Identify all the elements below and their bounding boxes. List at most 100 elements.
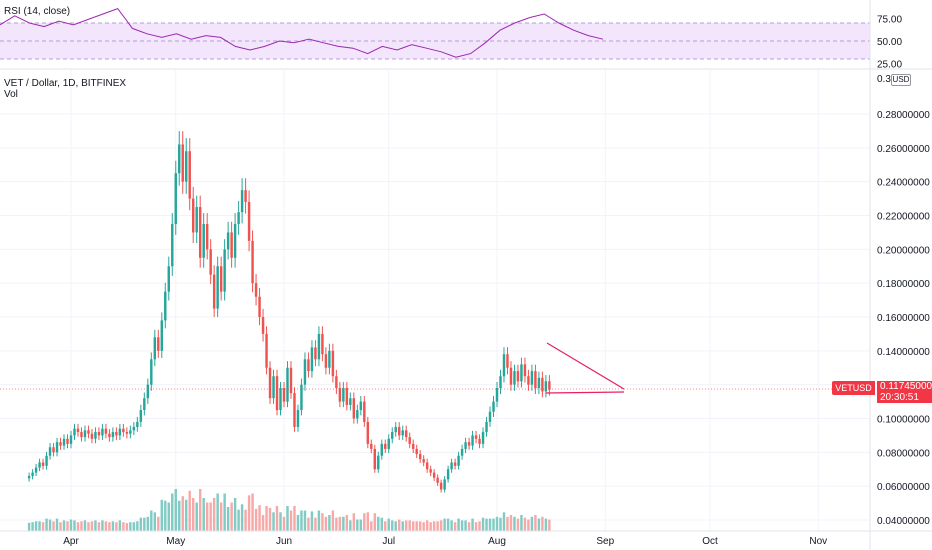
volume-bar xyxy=(198,489,202,531)
candle-body xyxy=(272,376,275,399)
volume-bar xyxy=(289,510,293,531)
volume-bar xyxy=(418,521,422,531)
volume-bar xyxy=(509,515,513,531)
volume-bar xyxy=(254,508,258,531)
candle-body xyxy=(31,472,34,477)
candle-body xyxy=(101,428,104,436)
candle-body xyxy=(331,350,335,377)
volume-bar xyxy=(188,490,191,531)
candle-body xyxy=(59,442,62,446)
volume-bar xyxy=(345,515,349,531)
candle-body xyxy=(188,151,191,199)
candle-body xyxy=(178,144,181,174)
candle-body xyxy=(38,462,41,468)
volume-bar xyxy=(314,517,317,531)
candle-body xyxy=(342,388,345,402)
volume-bar xyxy=(293,506,296,531)
candle-body xyxy=(181,144,184,182)
candle-body xyxy=(160,320,164,351)
candle-body xyxy=(492,401,495,412)
candle-body xyxy=(150,359,153,385)
candle-body xyxy=(240,190,244,213)
candle-body xyxy=(513,371,516,385)
price-tick-label: 0.16000000 xyxy=(877,313,930,324)
rsi-legend[interactable]: RSI (14, close) xyxy=(4,6,71,17)
candle-body xyxy=(115,432,118,436)
volume-bar xyxy=(506,516,509,531)
candle-body xyxy=(153,337,157,360)
candle-body xyxy=(125,432,129,434)
volume-bar xyxy=(202,498,205,531)
volume-bar xyxy=(129,522,132,531)
candle-body xyxy=(104,428,108,434)
candle-body xyxy=(481,432,485,444)
volume-bar xyxy=(398,519,401,531)
volume-bar xyxy=(401,521,404,531)
volume-bar xyxy=(404,520,408,531)
volume-legend[interactable]: Vol xyxy=(4,89,18,100)
volume-bar xyxy=(471,518,474,531)
volume-bar xyxy=(373,513,377,531)
volume-bar xyxy=(41,522,45,531)
volume-bar xyxy=(38,521,41,531)
volume-bar xyxy=(45,518,48,531)
main-legend-title[interactable]: VET / Dollar, 1D, BITFINEX xyxy=(4,78,127,89)
candle-body xyxy=(370,443,373,449)
candle-body xyxy=(185,151,188,182)
candle-body xyxy=(212,274,216,309)
volume-bar xyxy=(453,522,457,531)
candle-body xyxy=(244,190,247,202)
volume-bar xyxy=(527,519,530,531)
candle-body xyxy=(198,207,202,258)
volume-bar xyxy=(139,517,143,531)
volume-bar xyxy=(377,516,380,531)
candle-body xyxy=(335,376,338,389)
candlesticks xyxy=(27,131,551,493)
candle-body xyxy=(233,223,237,258)
candle-body xyxy=(352,398,356,419)
volume-bar xyxy=(321,513,324,531)
candle-body xyxy=(422,459,425,463)
candle-body xyxy=(45,455,48,466)
candle-body xyxy=(356,410,359,419)
volume-bar xyxy=(429,522,432,531)
volume-bar xyxy=(125,523,129,531)
volume-bar xyxy=(384,521,387,531)
candle-body xyxy=(94,432,97,439)
volume-bar xyxy=(52,521,55,531)
candle-body xyxy=(237,212,240,224)
candle-body xyxy=(401,430,404,436)
candle-body xyxy=(530,371,534,385)
volume-bar xyxy=(303,510,307,531)
volume-bar xyxy=(415,521,418,531)
candle-body xyxy=(488,411,492,422)
price-tick-label: 0.18000000 xyxy=(877,279,930,290)
time-tick-label: May xyxy=(166,536,185,547)
volume-bar xyxy=(233,498,237,531)
volume-bar xyxy=(279,512,282,531)
currency-button[interactable]: USD xyxy=(891,74,911,86)
price-tick-label: 0.10000000 xyxy=(877,415,930,426)
volume-bar xyxy=(317,510,321,531)
volume-bar xyxy=(191,498,195,531)
candle-body xyxy=(219,266,223,292)
volume-bar xyxy=(342,516,345,531)
candle-body xyxy=(69,435,73,444)
candle-body xyxy=(258,296,261,317)
volume-bar xyxy=(261,515,265,531)
volume-bar xyxy=(181,496,184,531)
volume-bar xyxy=(209,502,212,531)
price-tick-label: 0.28000000 xyxy=(877,110,930,121)
candle-body xyxy=(202,223,205,258)
candle-body xyxy=(230,232,233,258)
volume-bar xyxy=(55,518,59,531)
candle-body xyxy=(457,455,460,466)
candle-body xyxy=(411,443,415,449)
time-tick-label: Jul xyxy=(382,536,395,547)
candle-body xyxy=(366,421,370,444)
volume-bar xyxy=(251,493,254,531)
volume-bar xyxy=(212,498,216,531)
candle-body xyxy=(380,443,383,456)
candle-body xyxy=(439,482,443,490)
candle-body xyxy=(377,455,380,470)
